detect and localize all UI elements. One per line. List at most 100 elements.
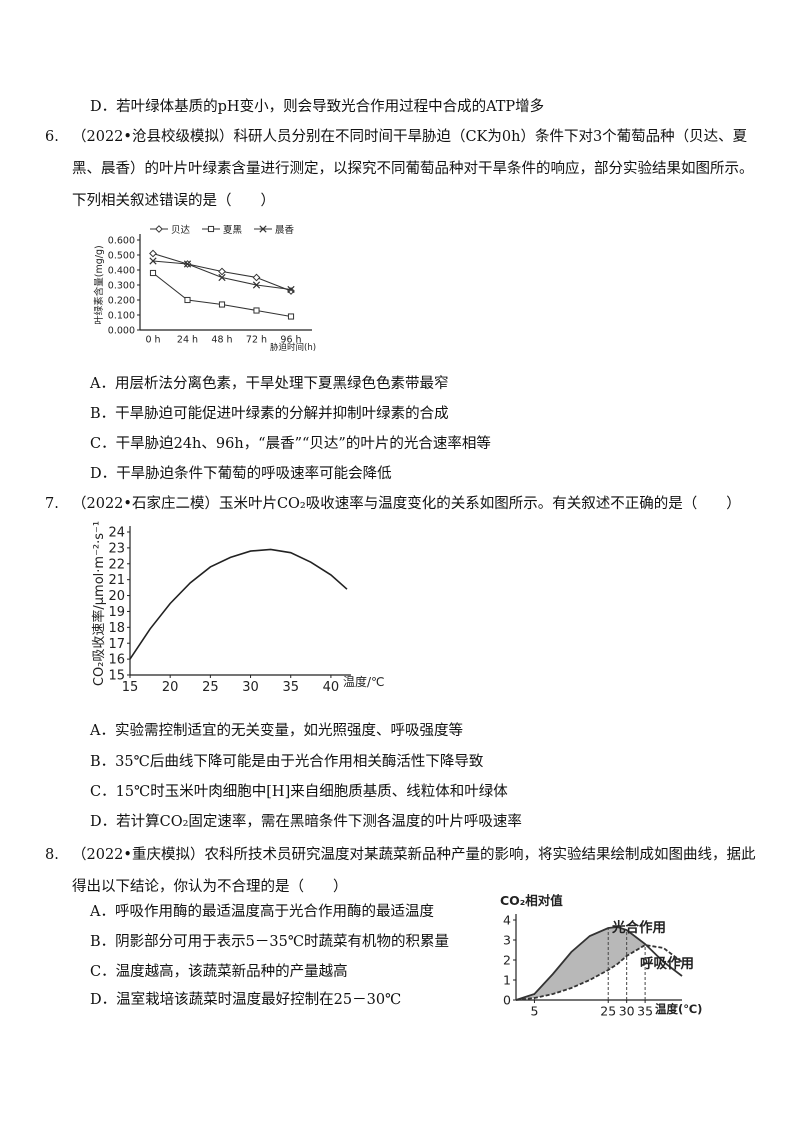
option-text: 35℃后曲线下降可能是由于光合作用相关酶活性下降导致 [115,754,484,770]
x-tick-label: 0 h [145,335,160,346]
y-tick-label: 24 [108,526,125,541]
y-tick-label: 0.500 [108,250,135,261]
legend-label: 贝达 [171,224,191,236]
option-text: 干旱胁迫24h、96h，“晨香”“贝达”的叶片的光合速率相等 [115,436,491,452]
option-text: 15℃时玉米叶肉细胞中[H]来自细胞质基质、线粒体和叶绿体 [115,784,508,800]
option: B．35℃后曲线下降可能是由于光合作用相关酶活性下降导致 [90,752,483,772]
series-line [515,926,683,1001]
option-text: 温室栽培该蔬菜时温度最好控制在25－30℃ [116,992,402,1008]
y-tick-label: 0.000 [108,325,135,336]
marker [252,273,261,282]
question-stem: （2022•沧县校级模拟）科研人员分别在不同时间干旱胁迫（CK为0h）条件下对3… [72,129,754,209]
legend-label: 夏黑 [223,225,243,236]
question-stem: （2022•重庆模拟）农科所技术员研究温度对某蔬菜新品种产量的影响，将实验结果绘… [72,847,756,895]
y-tick-label: 0.400 [108,265,135,276]
option: B．干旱胁迫可能促进叶绿素的分解并抑制叶绿素的合成 [90,404,449,424]
x-tick-label: 25 [202,680,219,695]
question-stem: （2022•石家庄二模）玉米叶片CO₂吸收速率与温度变化的关系如图所示。有关叙述… [72,496,741,512]
x-tick-label: 40 [323,680,340,695]
legend-label: 晨香 [275,225,295,236]
x-axis-label: 温度(℃) [655,1002,702,1016]
option-label: A． [90,723,115,739]
option: A．实验需控制适宜的无关变量，如光照强度、呼吸强度等 [90,721,463,741]
option-label: B． [90,406,116,422]
y-tick-label: 0.200 [108,295,135,306]
option-label: D． [90,814,117,830]
y-tick-label: 0.100 [108,310,135,321]
y-axis-label: CO₂相对值 [500,893,563,908]
x-tick-label: 24 h [177,335,198,346]
marker [252,281,261,289]
option-label: D． [90,992,117,1008]
option: D．若叶绿体基质的pH变小，则会导致光合作用过程中合成的ATP增多 [90,97,544,117]
option-label: C． [90,784,116,800]
question-number: 6. [45,129,59,145]
x-tick-label: 30 [619,1004,635,1019]
x-tick-label: 48 h [211,335,232,346]
option-label: D． [90,466,117,482]
option-text: 若计算CO₂固定速率，需在黑暗条件下测各温度的叶片呼吸速率 [116,814,522,830]
legend-marker [259,225,267,233]
x-tick-label: 30 [242,680,259,695]
y-tick-label: 0.600 [108,235,135,246]
x-tick-label: 5 [530,1004,538,1019]
marker [218,301,226,308]
option: B．阴影部分可用于表示5－35℃时蔬菜有机物的积累量 [90,932,449,952]
option: D．干旱胁迫条件下葡萄的呼吸速率可能会降低 [90,464,392,484]
marker [149,257,157,265]
option: D．若计算CO₂固定速率，需在黑暗条件下测各温度的叶片呼吸速率 [90,812,522,832]
marker [287,285,295,294]
marker [218,273,226,282]
option-label: C． [90,436,116,452]
x-tick-label: 20 [162,680,179,695]
x-tick-label: 72 h [246,335,267,346]
y-tick-label: 18 [108,621,125,636]
marker [287,313,295,320]
option-label: A． [90,904,115,920]
x-tick-label: 35 [637,1004,653,1019]
option: A．用层析法分离色素，干旱处理下夏黑绿色色素带最窄 [90,374,448,394]
marker [149,269,157,277]
x-tick-label: 35 [282,680,299,695]
y-tick-label: 23 [108,541,125,556]
option-label: A． [90,376,115,392]
series-label: 光合作用 [611,919,666,936]
option: C．温度越高，该蔬菜新品种的产量越高 [90,962,348,982]
x-axis-label: 胁迫时间(h) [270,342,316,353]
series-label: 呼吸作用 [640,955,694,972]
x-axis-label: 温度/℃ [343,674,385,689]
y-tick-label: 0.300 [108,280,135,291]
y-tick-label: 0 [503,992,511,1007]
option: D．温室栽培该蔬菜时温度最好控制在25－30℃ [90,990,401,1010]
option-text: 用层析法分离色素，干旱处理下夏黑绿色色素带最窄 [114,376,449,392]
marker [184,296,191,304]
y-tick-label: 3 [503,932,511,947]
y-axis-label: 叶绿素含量(mg/g) [93,245,105,324]
option-text: 阴影部分可用于表示5－35℃时蔬菜有机物的积累量 [115,934,450,950]
option-text: 实验需控制适宜的无关变量，如光照强度、呼吸强度等 [114,723,463,739]
option-label: B． [90,754,116,770]
marker [218,267,226,276]
y-tick-label: 16 [108,653,125,668]
series-line [152,272,292,318]
x-tick-label: 96 h [280,335,301,346]
x-tick-label: 15 [122,680,139,695]
x-tick-label: 25 [600,1004,616,1019]
y-tick-label: 1 [503,972,511,987]
option-label: C． [90,964,116,980]
y-tick-label: 20 [108,589,125,604]
series-line [129,548,348,660]
option: C．干旱胁迫24h、96h，“晨香”“贝达”的叶片的光合速率相等 [90,434,491,454]
series-line [515,944,683,1001]
option-label: D． [90,99,117,115]
marker [149,249,157,258]
option-text: 呼吸作用酶的最适温度高于光合作用酶的最适温度 [114,904,434,920]
y-tick-label: 4 [503,912,511,927]
marker [183,260,192,268]
legend-marker [207,225,215,233]
option-label: B． [90,934,116,950]
y-tick-label: 2 [503,952,511,967]
option-text: 若叶绿体基质的pH变小，则会导致光合作用过程中合成的ATP增多 [116,99,545,115]
legend-marker [155,225,163,233]
